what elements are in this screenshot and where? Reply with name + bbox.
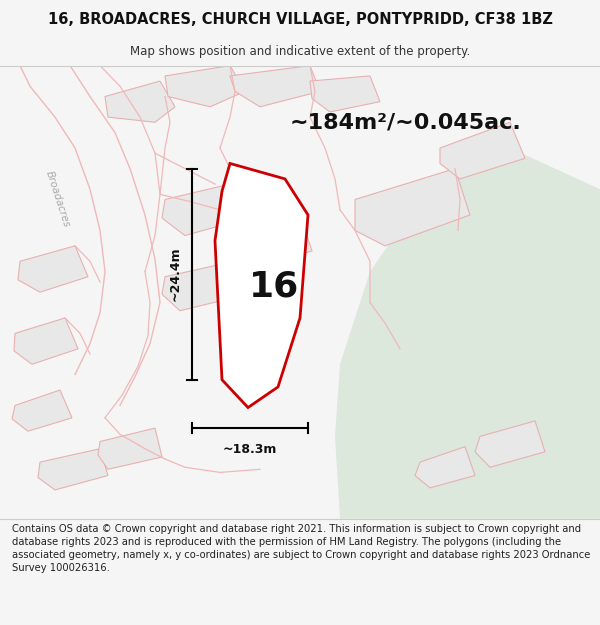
Polygon shape [12,390,72,431]
Polygon shape [415,447,475,488]
Polygon shape [14,318,78,364]
Polygon shape [355,169,470,246]
Text: Broadacres: Broadacres [44,170,72,229]
Text: ~18.3m: ~18.3m [223,442,277,456]
Polygon shape [162,184,240,236]
Polygon shape [238,215,312,266]
Polygon shape [18,246,88,292]
Polygon shape [38,449,108,490]
Polygon shape [230,66,320,107]
Polygon shape [105,81,175,122]
Text: 16, BROADACRES, CHURCH VILLAGE, PONTYPRIDD, CF38 1BZ: 16, BROADACRES, CHURCH VILLAGE, PONTYPRI… [47,12,553,27]
Polygon shape [335,148,600,519]
Polygon shape [215,164,308,408]
Polygon shape [440,122,525,179]
Polygon shape [162,263,235,311]
Polygon shape [165,66,245,107]
Text: ~24.4m: ~24.4m [169,247,182,301]
Text: ~184m²/~0.045ac.: ~184m²/~0.045ac. [290,112,522,132]
Text: Contains OS data © Crown copyright and database right 2021. This information is : Contains OS data © Crown copyright and d… [12,524,590,574]
Polygon shape [475,421,545,468]
Polygon shape [98,428,162,469]
Text: 16: 16 [250,269,299,303]
Polygon shape [310,76,380,112]
Text: Map shows position and indicative extent of the property.: Map shows position and indicative extent… [130,45,470,58]
